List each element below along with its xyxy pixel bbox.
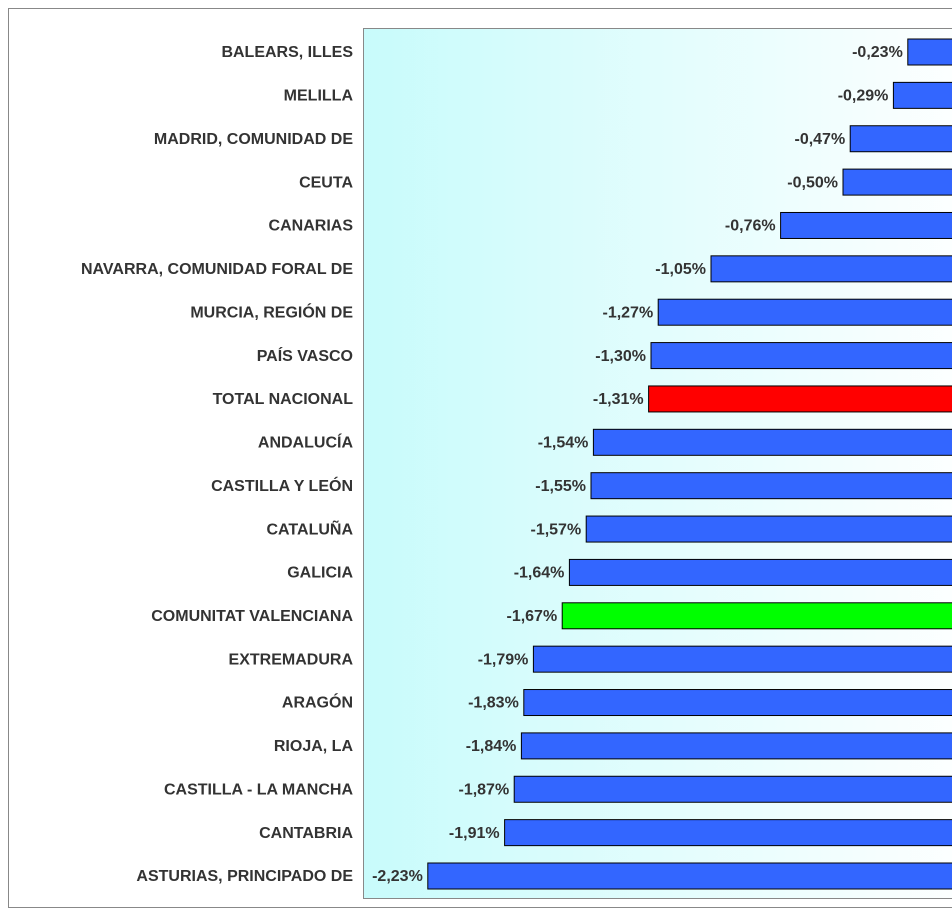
- category-label: MADRID, COMUNIDAD DE: [154, 131, 353, 148]
- chart-frame: [8, 8, 952, 908]
- category-label: MELILLA: [284, 88, 354, 105]
- value-label: -1,57%: [530, 521, 581, 538]
- value-label: -1,54%: [538, 435, 589, 452]
- bar: [585, 515, 952, 543]
- bar: [892, 81, 952, 109]
- category-label: PAÍS VASCO: [257, 346, 353, 365]
- category-label: BALEARS, ILLES: [221, 44, 353, 61]
- value-label: -1,05%: [655, 261, 706, 278]
- bar: [780, 211, 952, 239]
- value-label: -1,67%: [506, 608, 557, 625]
- bar: [523, 689, 952, 717]
- category-label: COMUNITAT VALENCIANA: [151, 608, 353, 625]
- category-label: CATALUÑA: [267, 518, 354, 538]
- category-label: CASTILLA - LA MANCHA: [164, 781, 353, 798]
- value-label: -0,47%: [794, 131, 845, 148]
- plot-area: [363, 28, 952, 899]
- bar: [842, 168, 952, 196]
- value-label: -2,23%: [372, 868, 423, 885]
- bar: [590, 472, 952, 500]
- category-label: CEUTA: [299, 174, 353, 191]
- value-label: -0,50%: [787, 174, 838, 191]
- bar: [520, 732, 952, 760]
- category-label: ASTURIAS, PRINCIPADO DE: [136, 868, 353, 885]
- value-label: -0,29%: [838, 88, 889, 105]
- category-label: RIOJA, LA: [274, 738, 354, 755]
- value-label: -1,91%: [449, 825, 500, 842]
- value-label: -1,31%: [593, 391, 644, 408]
- bar: [650, 342, 952, 370]
- bar: [561, 602, 952, 630]
- category-label: NAVARRA, COMUNIDAD FORAL DE: [81, 261, 353, 278]
- bar: [657, 298, 952, 326]
- bar: [504, 819, 952, 847]
- value-label: -1,84%: [466, 738, 517, 755]
- bar: [568, 558, 952, 586]
- bar: [849, 125, 952, 153]
- value-label: -1,27%: [602, 304, 653, 321]
- category-label: TOTAL NACIONAL: [213, 391, 354, 408]
- bar: [592, 428, 952, 456]
- category-label: CASTILLA Y LEÓN: [211, 476, 353, 495]
- category-label: CANTABRIA: [259, 825, 353, 842]
- value-label: -1,87%: [458, 781, 509, 798]
- category-label: CANARIAS: [269, 218, 354, 235]
- value-label: -1,55%: [535, 478, 586, 495]
- category-label: MURCIA, REGIÓN DE: [190, 302, 353, 321]
- bar: [648, 385, 952, 413]
- value-label: -1,79%: [478, 651, 529, 668]
- value-label: -0,23%: [852, 44, 903, 61]
- bar: [513, 775, 952, 803]
- value-label: -1,30%: [595, 348, 646, 365]
- category-label: EXTREMADURA: [229, 651, 354, 668]
- bar: [532, 645, 952, 673]
- category-label: ANDALUCÍA: [258, 433, 354, 452]
- value-label: -1,64%: [514, 565, 565, 582]
- category-label: GALICIA: [287, 565, 353, 582]
- bar: [710, 255, 952, 283]
- category-label: ARAGÓN: [282, 693, 353, 712]
- value-label: -0,76%: [725, 218, 776, 235]
- value-label: -1,83%: [468, 695, 519, 712]
- bar: [907, 38, 952, 66]
- bar: [427, 862, 952, 890]
